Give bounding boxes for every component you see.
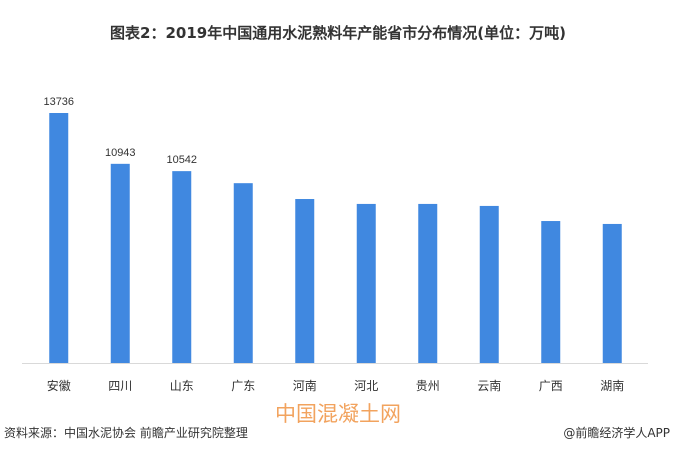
bar-河北: [356, 203, 376, 363]
x-tick-label: 山东: [170, 379, 194, 393]
x-tick-label: 云南: [477, 378, 501, 393]
x-tick-label: 湖南: [600, 378, 624, 393]
x-tick-label: 河南: [293, 378, 317, 393]
watermark-text: 中国混凝土网: [275, 402, 401, 426]
x-tick-label: 广东: [231, 379, 255, 393]
bar-山东: [172, 171, 192, 363]
data-label: 10542: [166, 154, 197, 166]
bar-广东: [233, 183, 253, 363]
bar-安徽: [49, 113, 69, 363]
source-note: 资料来源：中国水泥协会 前瞻产业研究院整理: [4, 426, 248, 440]
x-tick-label: 安徽: [47, 378, 71, 393]
credit-note: @前瞻经济学人APP: [563, 426, 670, 440]
x-tick-label: 河北: [354, 379, 378, 393]
chart-title: 图表2：2019年中国通用水泥熟料年产能省市分布情况(单位：万吨): [110, 24, 566, 42]
bar-广西: [541, 221, 561, 363]
x-tick-label: 广西: [539, 379, 563, 393]
data-label: 10943: [105, 147, 136, 159]
bar-云南: [479, 205, 499, 363]
x-tick-label: 贵州: [416, 379, 440, 393]
data-label: 13736: [43, 96, 74, 108]
bar-河南: [295, 199, 315, 363]
bar-湖南: [602, 223, 622, 363]
bar-贵州: [418, 203, 438, 363]
bar-四川: [110, 163, 130, 363]
x-tick-label: 四川: [108, 379, 132, 393]
